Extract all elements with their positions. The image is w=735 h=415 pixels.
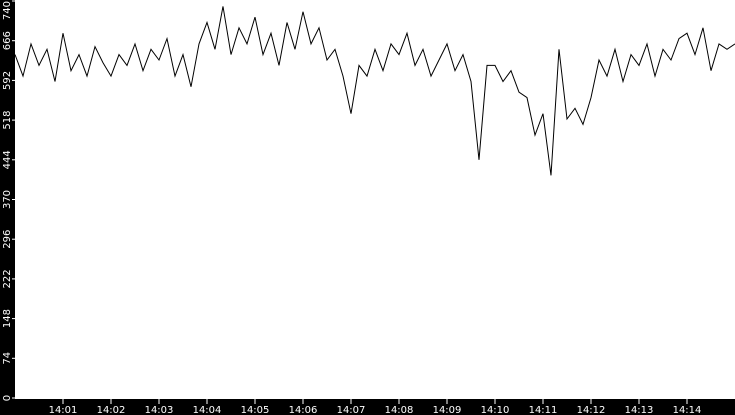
y-tick-label: 148 [2,309,13,328]
y-tick-label: 666 [2,31,13,50]
x-tick-label: 14:05 [241,405,270,415]
x-tick-label: 14:13 [625,405,654,415]
x-tick-label: 14:02 [97,405,126,415]
x-tick-label: 14:08 [385,405,414,415]
x-tick-label: 14:14 [673,405,702,415]
x-tick-label: 14:06 [289,405,318,415]
x-tick-label: 14:03 [145,405,174,415]
y-tick-label: 296 [2,230,13,249]
x-tick-label: 14:04 [193,405,222,415]
x-tick-label: 14:01 [49,405,78,415]
series-line [14,6,735,176]
x-tick-label: 14:10 [481,405,510,415]
y-axis: 0 74 148 222 296 370 444 518 592 666 740 [2,0,16,401]
y-tick-label: 518 [2,111,13,130]
x-tick-label: 14:11 [529,405,558,415]
y-tick-label: 370 [2,190,13,209]
y-tick-label: 740 [2,1,13,20]
y-tick-label: 0 [2,395,13,401]
x-tick-label: 14:09 [433,405,462,415]
y-tick-label: 74 [2,352,13,365]
y-tick-label: 222 [2,269,13,288]
y-tick-label: 592 [2,71,13,90]
plot-area [15,0,735,399]
x-tick-label: 14:07 [337,405,366,415]
y-tick-label: 444 [2,150,13,169]
x-tick-label: 14:12 [577,405,606,415]
x-axis: 14:01 14:02 14:03 14:04 14:05 14:06 14:07 14:08… [49,399,702,415]
